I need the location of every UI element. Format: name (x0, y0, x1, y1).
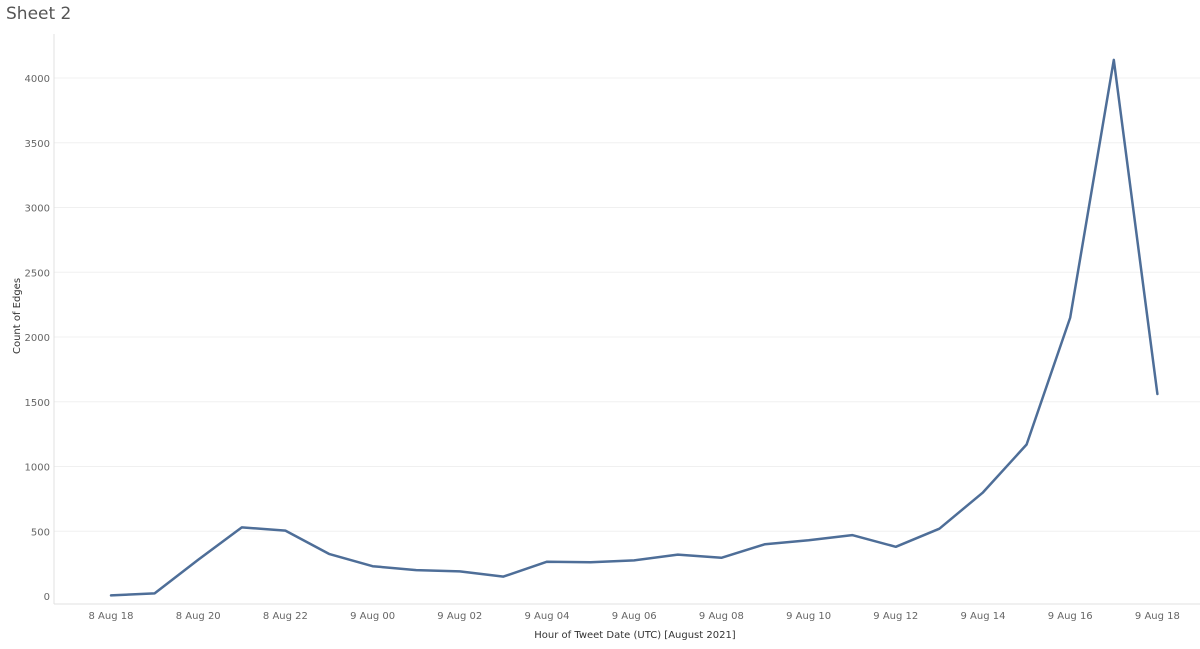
x-axis-title: Hour of Tweet Date (UTC) [August 2021] (534, 630, 736, 641)
y-tick-label: 3500 (25, 139, 50, 150)
x-tick-label: 9 Aug 02 (437, 611, 482, 622)
x-tick-label: 8 Aug 22 (263, 611, 308, 622)
x-tick-label: 8 Aug 20 (176, 611, 221, 622)
x-tick-label: 9 Aug 10 (786, 611, 831, 622)
y-ticks: 0 500 1000 1500 2000 2500 3000 3500 4000 (25, 74, 50, 603)
x-tick-label: 9 Aug 04 (525, 611, 570, 622)
x-tick-label: 9 Aug 14 (961, 611, 1006, 622)
sheet-title: Sheet 2 (6, 4, 72, 24)
series-line (109, 58, 1159, 597)
x-tick-label: 9 Aug 16 (1048, 611, 1093, 622)
y-tick-label: 2500 (25, 268, 50, 279)
x-tick-label: 9 Aug 00 (350, 611, 395, 622)
y-grid (54, 77, 1200, 532)
x-tick-label: 9 Aug 18 (1135, 611, 1180, 622)
x-ticks: 8 Aug 18 8 Aug 20 8 Aug 22 9 Aug 00 9 Aug 02… (89, 611, 1180, 622)
y-tick-label: 1000 (25, 463, 50, 474)
y-tick-label: 4000 (25, 74, 50, 85)
y-tick-label: 3000 (25, 204, 50, 215)
x-tick-label: 9 Aug 06 (612, 611, 657, 622)
x-tick-label: 9 Aug 08 (699, 611, 744, 622)
y-axis-title: Count of Edges (12, 278, 23, 354)
y-tick-label: 2000 (25, 333, 50, 344)
y-tick-label: 500 (31, 527, 50, 538)
x-tick-label: 8 Aug 18 (89, 611, 134, 622)
x-tick-label: 9 Aug 12 (873, 611, 918, 622)
y-tick-label: 0 (44, 592, 50, 603)
y-tick-label: 1500 (25, 398, 50, 409)
